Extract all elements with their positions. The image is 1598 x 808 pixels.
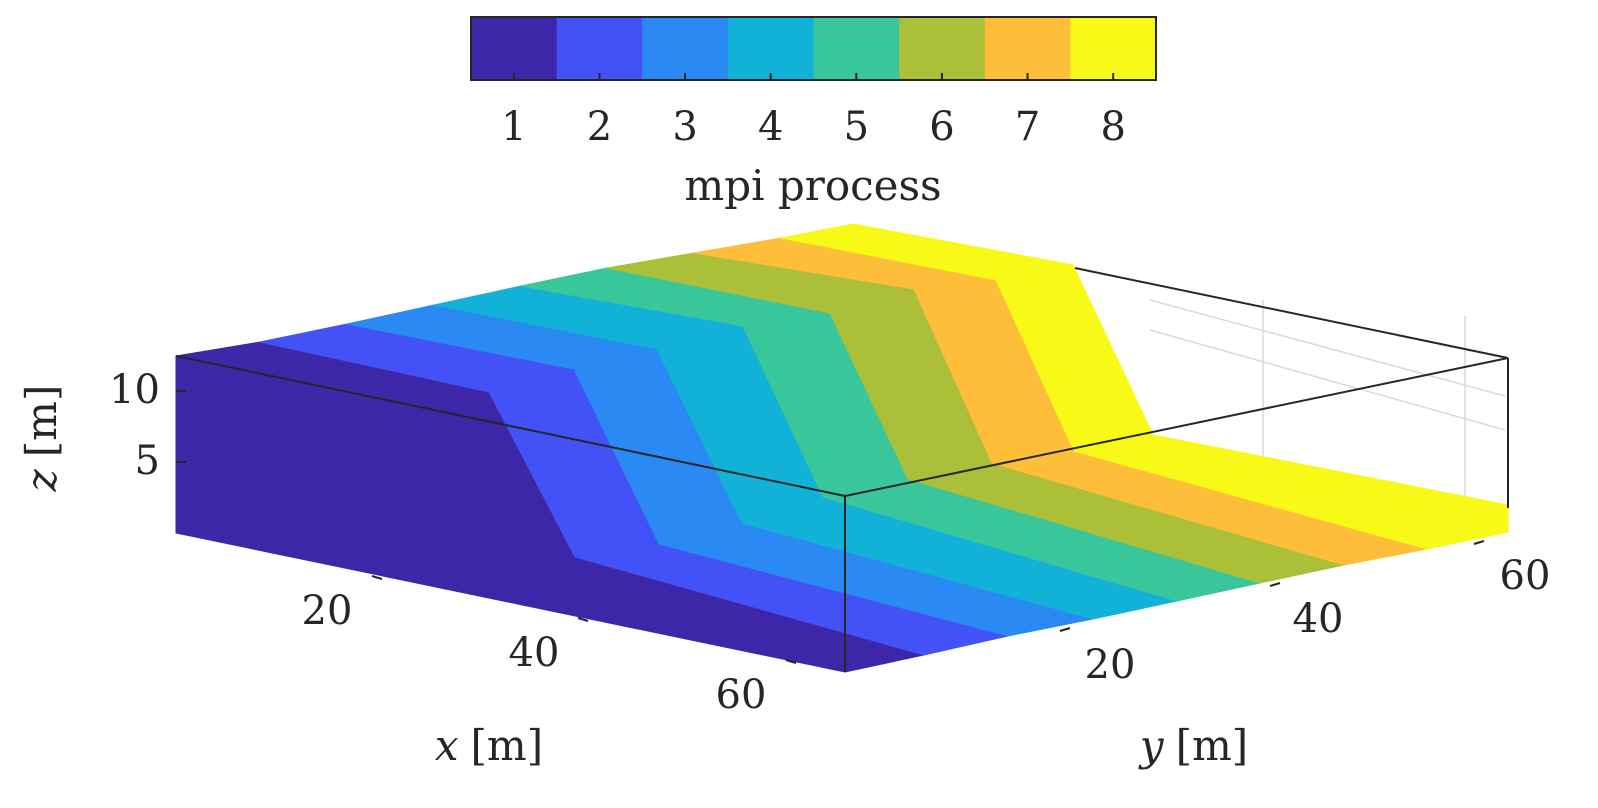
y-tick-label: 40 [1293,596,1344,642]
x-tick-label: 20 [302,588,353,634]
x-axis-label: x [m] [435,721,543,770]
y-tick [1059,627,1071,632]
colorbar-cells [471,17,1157,80]
colorbar-tick-label: 8 [1100,104,1125,150]
colorbar-cell-3 [642,17,729,80]
surface-bands [175,223,1509,673]
colorbar-cell-6 [899,17,986,80]
y-tick [1473,540,1485,545]
colorbar-cell-8 [1070,17,1157,80]
surface-band-8 [780,223,1509,550]
plot-3d: 5 10 20 40 60 20 40 60 z[m] x [m] y [m] [17,223,1550,770]
colorbar-cell-7 [984,17,1071,80]
z-tick-label: 10 [109,367,160,413]
y-tick-label: 20 [1085,642,1136,688]
colorbar: 1 2 3 4 5 6 7 8 mpi process [470,16,1157,210]
colorbar-frame [470,16,1157,81]
z-axis-label: z[m] [17,385,66,493]
colorbar-tick-label: 1 [501,104,526,150]
colorbar-cell-4 [727,17,815,80]
y-tick [1269,582,1281,587]
x-tick [785,659,797,664]
colorbar-tick-label: 6 [929,104,954,150]
colorbar-label: mpi process [684,161,941,210]
axes-box [175,267,1509,672]
colorbar-tick-label: 7 [1015,104,1040,150]
x-tick [577,617,589,622]
colorbar-tick-label: 3 [672,104,697,150]
x-tick-label: 60 [716,672,767,718]
colorbar-tick-label: 2 [587,104,612,150]
axis-ticks: 5 10 20 40 60 20 40 60 [109,367,1550,718]
z-tick-label: 5 [135,438,160,484]
colorbar-cell-1 [471,17,558,80]
colorbar-tick-label: 5 [844,104,869,150]
colorbar-cell-5 [813,17,900,80]
y-axis-label: y [m] [1138,721,1248,770]
colorbar-ticks: 1 2 3 4 5 6 7 8 [501,73,1126,150]
y-tick-label: 60 [1500,553,1551,599]
colorbar-cell-2 [556,17,643,80]
x-tick-label: 40 [509,630,560,676]
colorbar-tick-label: 4 [758,104,783,150]
x-tick [371,575,383,580]
